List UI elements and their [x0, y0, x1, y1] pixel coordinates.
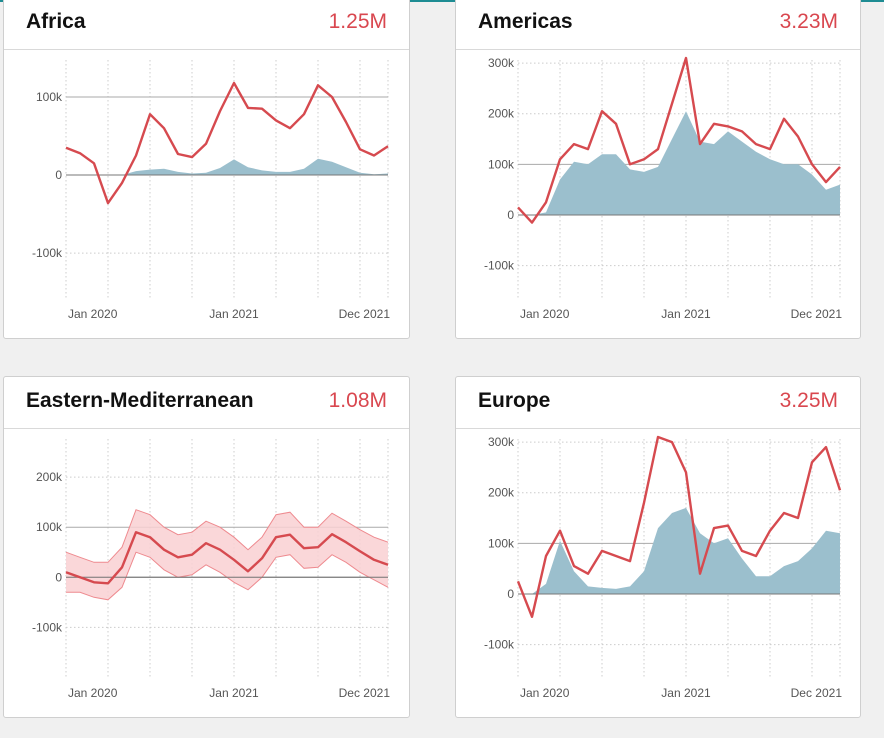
y-tick-label: 0: [507, 208, 514, 222]
chart-europe: 300k 200k 100k 0 -100k Jan 2020 Jan 2021 Dec 20…: [484, 435, 843, 700]
y-tick-label: 100k: [36, 520, 63, 534]
x-tick-label: Jan 2021: [209, 686, 259, 700]
card-total: 3.23M: [779, 10, 838, 33]
y-tick-label: -100k: [484, 638, 515, 652]
area-series: [66, 158, 388, 175]
area-series: [518, 507, 840, 594]
card-title: Americas: [478, 10, 573, 33]
y-tick-label: 100k: [488, 157, 515, 171]
x-tick-label: Dec 2021: [791, 307, 843, 321]
y-tick-label: 0: [55, 168, 62, 182]
line-series: [517, 56, 841, 224]
chart-eastern-mediterranean: 200k 100k 0 -100k Jan 2020 Jan 2021 Dec 2021: [32, 439, 391, 700]
y-tick-label: 200k: [488, 107, 515, 121]
y-tick-label: 0: [55, 570, 62, 584]
x-tick-label: Jan 2020: [68, 686, 118, 700]
x-tick-label: Jan 2021: [661, 686, 711, 700]
card-header: Eastern-Mediterranean 1.08M: [4, 377, 409, 429]
chart-card-eastern-mediterranean: Eastern-Mediterranean 1.08M 200k 100k 0 -10…: [3, 376, 410, 718]
x-tick-label: Dec 2021: [791, 686, 843, 700]
y-tick-label: -100k: [484, 259, 515, 273]
area-series: [518, 111, 840, 215]
card-header: Americas 3.23M: [456, 0, 860, 50]
top-accent-line: [0, 0, 884, 2]
chart-africa: 100k 0 -100k Jan 2020 Jan 2021 Dec 2021: [32, 60, 391, 321]
y-tick-label: -100k: [32, 246, 63, 260]
chart-card-europe: Europe 3.25M 300k 200k 100k 0 -100k Jan 2020 J…: [455, 376, 861, 718]
line-series: [65, 81, 389, 205]
x-tick-label: Dec 2021: [339, 307, 391, 321]
y-tick-label: 0: [507, 587, 514, 601]
card-total: 3.25M: [779, 389, 838, 412]
y-tick-label: 200k: [36, 470, 63, 484]
y-tick-label: 300k: [488, 435, 515, 449]
card-total: 1.08M: [328, 389, 387, 412]
x-tick-label: Jan 2021: [661, 307, 711, 321]
card-title: Africa: [26, 10, 86, 33]
y-tick-label: -100k: [32, 620, 63, 634]
chart-americas: 300k 200k 100k 0 -100k Jan 2020 Jan 2021 Dec 20…: [484, 56, 843, 321]
y-tick-label: 200k: [488, 486, 515, 500]
chart-card-africa: Africa 1.25M 100k 0 -100k Jan 2020 Jan 2021 D…: [3, 0, 410, 339]
x-tick-label: Jan 2020: [520, 686, 570, 700]
card-header: Africa 1.25M: [4, 0, 409, 50]
x-tick-label: Jan 2020: [68, 307, 118, 321]
line-series: [65, 531, 389, 585]
x-tick-label: Jan 2021: [209, 307, 259, 321]
card-header: Europe 3.25M: [456, 377, 860, 429]
card-title: Europe: [478, 389, 551, 412]
y-tick-label: 100k: [488, 536, 515, 550]
card-title: Eastern-Mediterranean: [26, 389, 254, 412]
x-tick-label: Dec 2021: [339, 686, 391, 700]
band-upper-edge: [65, 509, 389, 563]
chart-card-americas: Americas 3.23M 300k 200k 100k 0 -100k Jan 202…: [455, 0, 861, 339]
y-tick-label: 300k: [488, 56, 515, 70]
y-tick-label: 100k: [36, 90, 63, 104]
x-tick-label: Jan 2020: [520, 307, 570, 321]
card-total: 1.25M: [328, 10, 387, 33]
line-series: [516, 435, 842, 618]
